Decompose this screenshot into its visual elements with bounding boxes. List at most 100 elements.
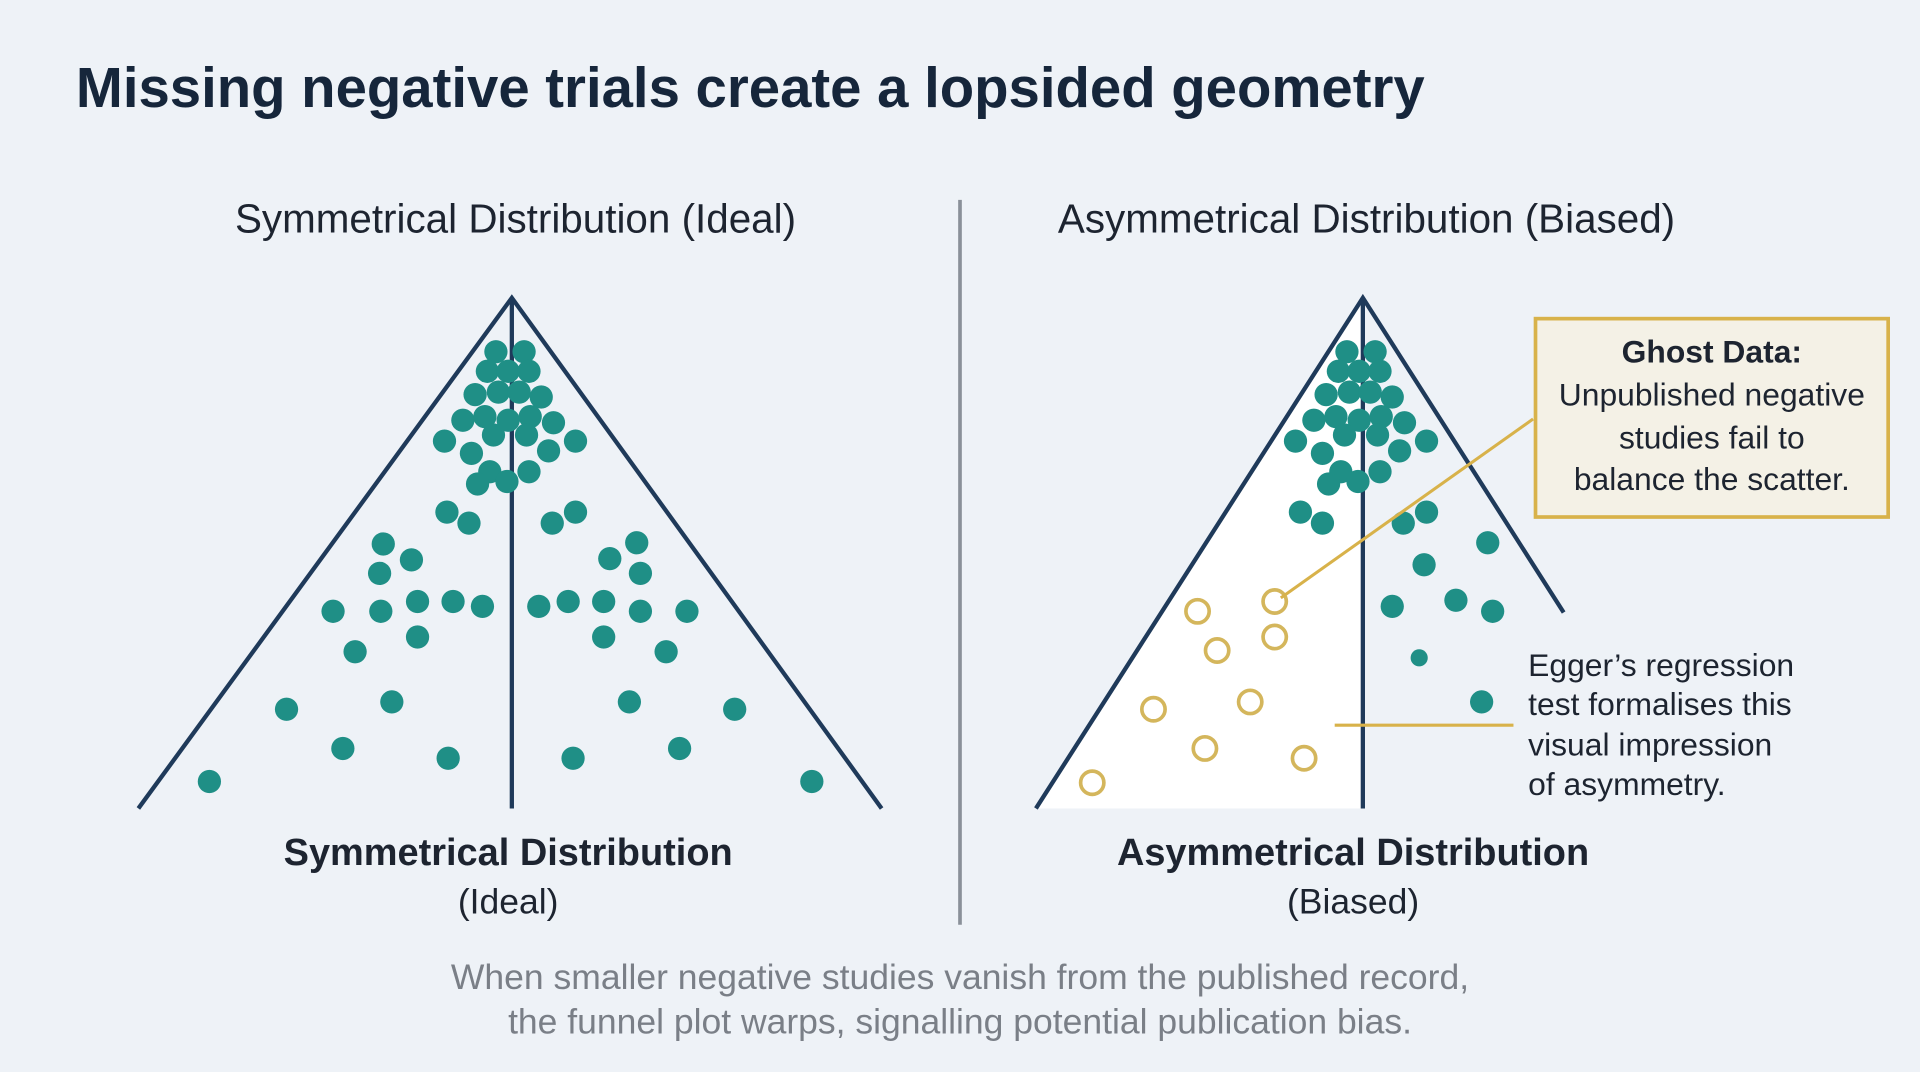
study-dot <box>367 561 392 585</box>
study-dot <box>465 472 490 496</box>
study-dot <box>1332 423 1357 447</box>
study-dot <box>481 423 506 447</box>
callout-title: Ghost Data: <box>1622 334 1802 370</box>
ghost-dot <box>1236 688 1264 716</box>
callout-leader <box>1279 417 1534 600</box>
study-dot <box>457 511 481 535</box>
study-dot <box>617 690 642 714</box>
ghost-dot <box>1290 744 1318 772</box>
caption-subtitle: (Biased) <box>1287 881 1419 921</box>
study-dot <box>1326 359 1350 383</box>
study-dot <box>563 500 588 524</box>
study-dot <box>518 404 542 429</box>
callout-box <box>1533 316 1890 519</box>
ghost-dot <box>1203 637 1231 664</box>
study-dot <box>654 640 678 664</box>
study-dot <box>675 599 699 623</box>
study-dot <box>371 532 395 556</box>
study-dot <box>1347 408 1371 432</box>
study-dot <box>1369 404 1393 429</box>
footer-text: When smaller negative studies vanish fro… <box>451 957 1469 997</box>
study-dot <box>563 429 588 453</box>
study-dot <box>517 359 541 383</box>
study-dot <box>1288 500 1313 524</box>
study-dot <box>1363 340 1387 364</box>
study-dot <box>496 408 520 432</box>
study-dot <box>1314 382 1338 407</box>
study-dot <box>507 380 531 404</box>
study-dot <box>1380 594 1404 619</box>
study-dot <box>723 697 747 721</box>
ghost-group <box>1078 588 1318 797</box>
study-dot <box>1283 429 1308 453</box>
study-dot <box>463 382 487 407</box>
study-dot <box>1310 441 1335 465</box>
study-dot <box>1302 408 1326 432</box>
study-dot <box>1414 429 1439 453</box>
study-dot <box>514 423 539 447</box>
note-text: test formalises this <box>1528 686 1792 722</box>
study-dot <box>331 736 355 761</box>
study-dot <box>486 380 510 404</box>
ghost-dot <box>1184 597 1212 625</box>
study-dot <box>399 548 424 572</box>
callout-text: balance the scatter. <box>1574 461 1850 497</box>
panel-heading: Symmetrical Distribution (Ideal) <box>235 196 796 242</box>
study-dot <box>1324 404 1348 429</box>
caption-title: Symmetrical Distribution <box>284 832 733 874</box>
study-dot <box>628 561 653 585</box>
study-dot <box>1347 359 1371 383</box>
study-dot <box>1470 690 1494 714</box>
study-dot <box>1414 500 1439 524</box>
study-dot <box>527 594 551 619</box>
study-dot <box>667 736 692 761</box>
ghost-dot <box>1261 623 1289 651</box>
title: Missing negative trials create a lopside… <box>76 56 1426 119</box>
study-dot <box>1365 423 1390 447</box>
study-dot <box>432 429 457 453</box>
study-dot <box>540 511 564 535</box>
study-dot <box>1368 460 1392 484</box>
ghost-dot <box>1078 769 1106 797</box>
study-dot <box>556 589 580 614</box>
study-dot <box>441 589 465 614</box>
study-dot <box>512 340 536 364</box>
study-dot <box>473 404 497 429</box>
study-dot <box>541 411 566 435</box>
study-dot <box>475 359 499 383</box>
study-dot <box>1392 411 1417 435</box>
study-dot <box>197 769 222 794</box>
study-dot <box>451 408 475 432</box>
caption-subtitle: (Ideal) <box>458 881 559 921</box>
study-dot <box>536 439 561 463</box>
study-dot <box>517 460 541 484</box>
dot-group <box>197 340 824 794</box>
study-dot <box>405 625 430 649</box>
study-dot <box>625 531 649 555</box>
note-text: of asymmetry. <box>1528 766 1725 802</box>
study-dot <box>380 690 404 714</box>
study-dot <box>274 697 299 721</box>
study-dot <box>321 599 345 623</box>
study-dot <box>1391 511 1415 535</box>
study-dot <box>561 746 585 770</box>
study-dot <box>1346 469 1370 494</box>
study-dot <box>1444 588 1468 612</box>
study-dot <box>1410 649 1428 667</box>
footer-text: the funnel plot warps, signalling potent… <box>508 1001 1412 1041</box>
study-dot <box>1412 553 1436 577</box>
study-dot <box>1368 359 1392 383</box>
study-dot <box>592 589 616 614</box>
study-dot <box>1380 385 1404 409</box>
study-dot <box>800 769 824 794</box>
study-dot <box>1481 599 1505 623</box>
study-dot <box>484 340 508 364</box>
study-dot <box>598 547 622 571</box>
study-dot <box>343 640 367 664</box>
study-dot <box>495 469 519 494</box>
study-dot <box>1358 380 1382 404</box>
study-dot <box>459 441 484 465</box>
study-dot <box>1476 531 1500 555</box>
